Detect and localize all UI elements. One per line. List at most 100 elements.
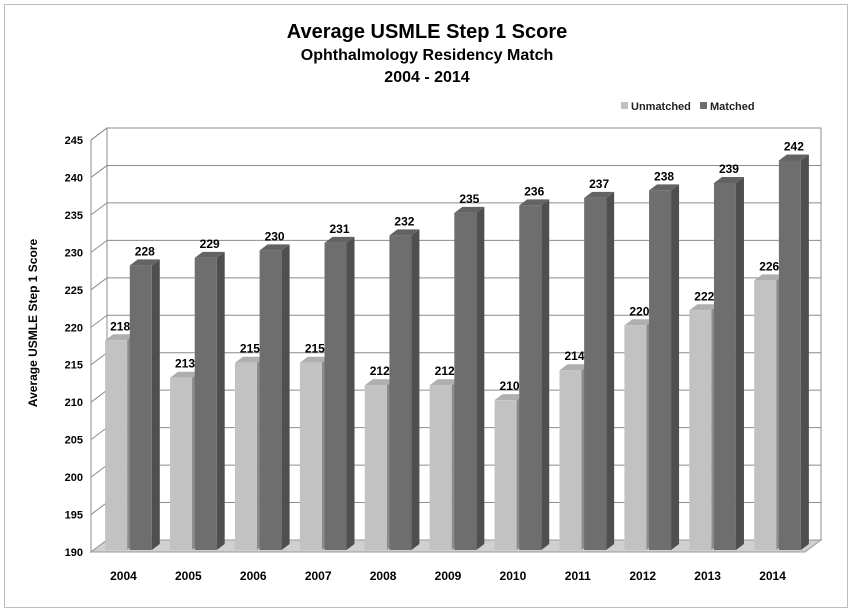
data-label: 235 [459,192,479,206]
bar-front [649,190,672,550]
gridline-depth [90,352,108,366]
data-label: 213 [175,357,195,371]
x-tick-label: 2006 [240,569,267,583]
bar-top [324,236,355,243]
bar-top [494,394,525,401]
bar-matched-2009 [454,206,485,550]
bar-front [299,362,322,550]
bar-front [713,182,736,551]
data-label: 228 [135,244,155,258]
chart-date-range: 2004 - 2014 [384,69,470,86]
bar-front [754,280,777,550]
data-label: 218 [110,319,130,333]
bar-side [346,236,355,550]
gridline-depth [90,427,108,441]
bar-matched-2004 [129,259,160,550]
bar-side [476,206,485,550]
chart-title: Average USMLE Step 1 Score [287,21,567,43]
bar-top [454,206,485,213]
gridline-depth [90,277,108,291]
legend: Unmatched Matched [621,101,755,113]
x-tick-label: 2009 [435,569,462,583]
bar-front [778,160,801,551]
bar-top [259,244,290,251]
bar-side [281,244,290,550]
x-tick-label: 2011 [565,569,591,583]
x-tick-label: 2008 [370,569,397,583]
bar-matched-2006 [259,244,290,550]
bar-top [713,176,744,183]
bar-top [105,334,136,341]
x-tick-label: 2004 [110,569,137,583]
bar-front [624,325,647,550]
bar-side [151,259,160,550]
y-tick-label: 235 [65,210,83,222]
bar-top [429,379,460,386]
y-tick-label: 200 [65,472,83,484]
bar-top [649,184,680,191]
bar-matched-2005 [194,251,225,550]
bar-matched-2010 [519,199,550,550]
x-tick-label: 2012 [629,569,656,583]
bar-front [170,377,193,550]
data-label: 222 [694,289,714,303]
y-tick-label: 205 [65,435,83,447]
gridline-depth [90,165,108,178]
bar-top [129,259,160,266]
data-label: 231 [329,222,349,236]
data-label: 212 [370,364,390,378]
data-label: 236 [524,184,544,198]
y-tick-label: 245 [65,135,83,147]
bar-top [170,371,201,378]
data-label: 215 [305,342,325,356]
bar-side [606,191,615,550]
bar-top [754,274,785,281]
bar-front [324,242,347,550]
bar-front [364,385,387,550]
data-label: 238 [654,169,674,183]
bar-front [389,235,412,550]
bar-top [234,356,265,363]
data-label: 215 [240,342,260,356]
bar-side [216,251,225,550]
y-tick-label: 225 [65,285,83,297]
bar-top [559,364,590,371]
data-label: 210 [500,379,520,393]
legend-swatch-unmatched [621,102,628,109]
bar-front [689,310,712,550]
y-tick-label: 190 [65,547,83,559]
chart-subtitle: Ophthalmology Residency Match [301,47,553,64]
bar-side [671,184,680,550]
legend-swatch-matched [700,102,707,109]
bar-top [519,199,550,206]
bar-top [689,304,720,311]
data-label: 239 [719,162,739,176]
legend-label-unmatched: Unmatched [631,101,691,113]
bar-matched-2011 [584,191,615,550]
side-wall [90,127,108,553]
y-axis-title: Average USMLE Step 1 Score [26,239,40,408]
y-tick-label: 240 [65,172,83,184]
gridline-depth [90,464,108,478]
gridline-depth [90,314,108,328]
bar-front [234,362,257,550]
gridline-depth [90,389,108,403]
plot-area: 190 195 200 205 210 215 220 225 230 235 240 245 218 2… [65,127,823,583]
bar-top [194,251,225,258]
bar-front [129,265,152,550]
data-label: 229 [200,237,220,251]
bar-front [194,257,217,550]
x-tick-label: 2014 [759,569,786,583]
data-label: 232 [394,214,414,228]
data-label: 220 [629,304,649,318]
data-label: 214 [564,349,584,363]
bar-side [541,199,550,550]
bar-top [584,191,615,198]
data-label: 237 [589,177,609,191]
bar-matched-2014 [778,154,809,551]
bar-front [494,400,517,550]
gridline-depth [90,127,108,141]
bar-front [259,250,282,550]
legend-label-matched: Matched [710,101,755,113]
